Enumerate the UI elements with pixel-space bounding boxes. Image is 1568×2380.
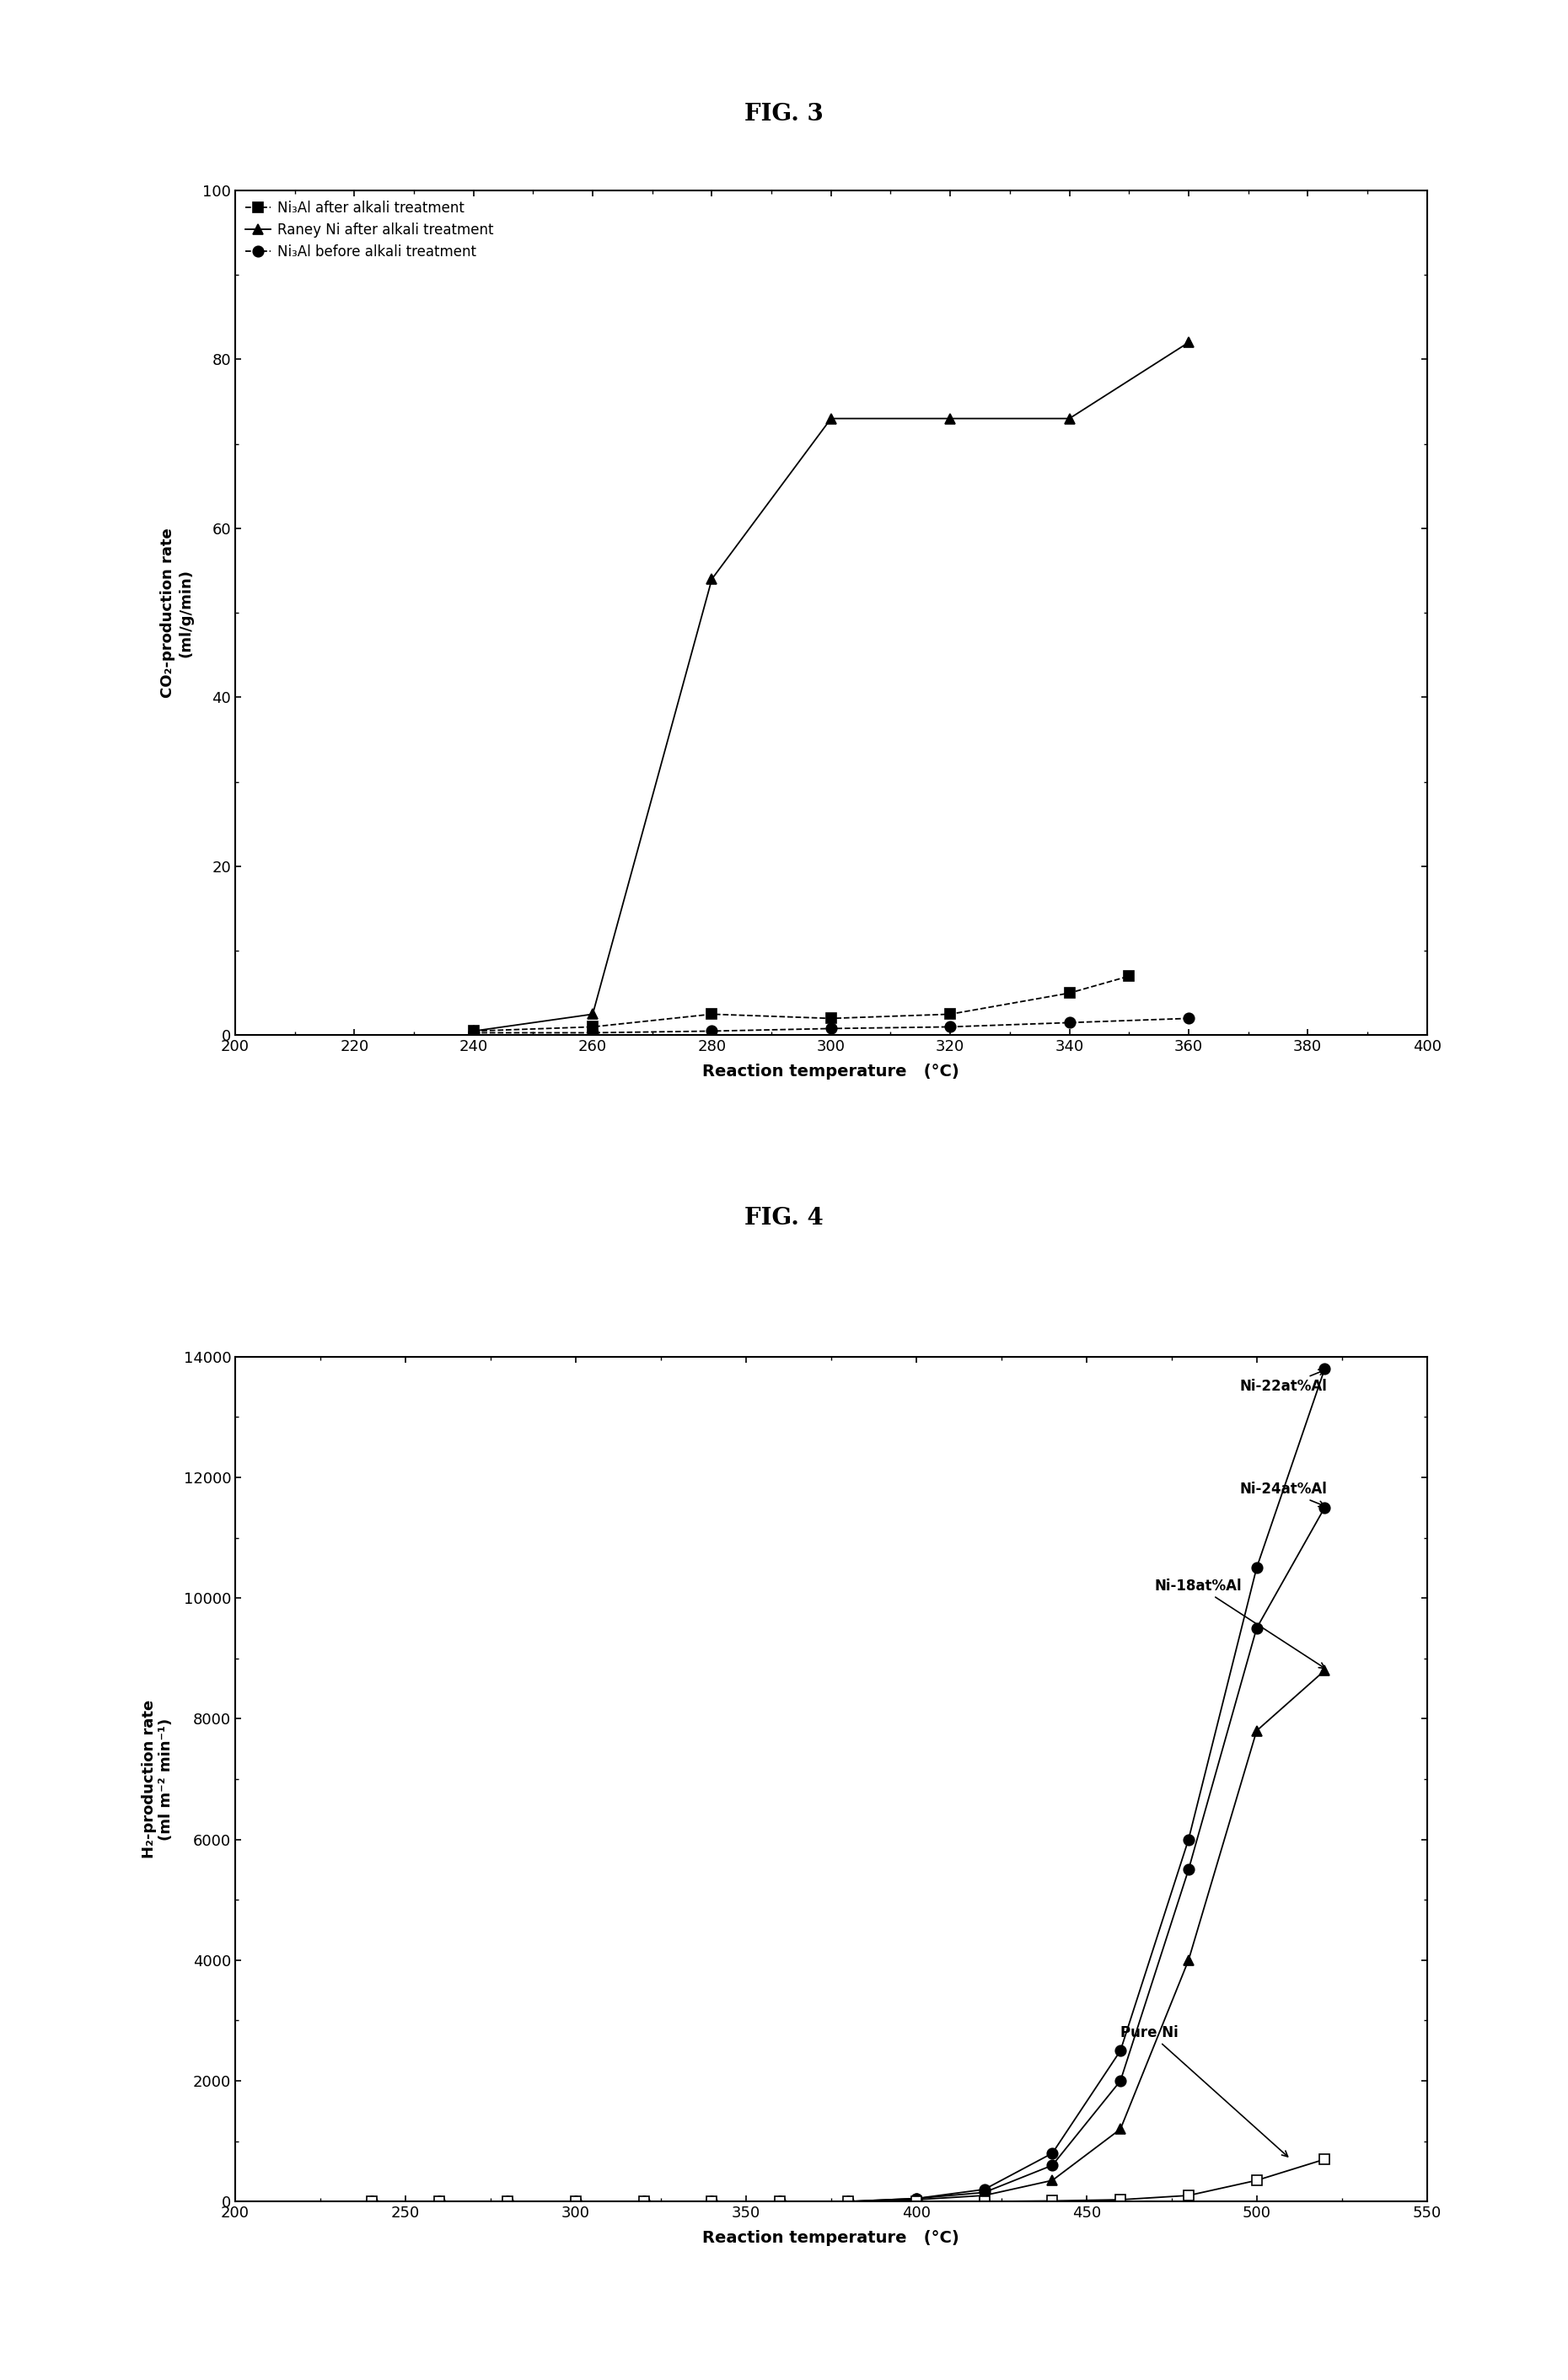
Ni₃Al before alkali treatment [941,1012,960,1040]
Ni₃Al before alkali treatment [822,1014,840,1042]
Text: Ni-18at%Al: Ni-18at%Al [1154,1578,1325,1668]
Raney Ni after alkali treatment [941,405,960,433]
Raney Ni after alkali treatment [1060,405,1079,433]
Text: FIG. 3: FIG. 3 [745,102,823,126]
Ni₃Al after alkali treatment [1060,978,1079,1007]
Text: FIG. 4: FIG. 4 [745,1207,823,1230]
Ni₃Al before alkali treatment [702,1016,721,1045]
Ni₃Al before alkali treatment [583,1019,602,1047]
Text: Ni-24at%Al: Ni-24at%Al [1240,1483,1327,1507]
Line: Raney Ni after alkali treatment: Raney Ni after alkali treatment [469,338,1193,1035]
Ni₃Al before alkali treatment [1179,1004,1198,1033]
Legend: Ni₃Al after alkali treatment, Raney Ni after alkali treatment, Ni₃Al before alka: Ni₃Al after alkali treatment, Raney Ni a… [241,198,497,262]
Ni₃Al before alkali treatment [464,1019,483,1047]
Y-axis label: H₂-production rate
(ml m⁻² min⁻¹): H₂-production rate (ml m⁻² min⁻¹) [141,1699,174,1859]
Raney Ni after alkali treatment [1179,328,1198,357]
Line: Ni₃Al after alkali treatment: Ni₃Al after alkali treatment [469,971,1134,1035]
Text: Ni-22at%Al: Ni-22at%Al [1240,1368,1327,1395]
Raney Ni after alkali treatment [702,564,721,593]
Text: Pure Ni: Pure Ni [1121,2025,1287,2156]
Y-axis label: CO₂-production rate
(ml/g/min): CO₂-production rate (ml/g/min) [160,528,193,697]
Ni₃Al after alkali treatment [822,1004,840,1033]
Ni₃Al after alkali treatment [464,1016,483,1045]
Ni₃Al after alkali treatment [941,1000,960,1028]
Raney Ni after alkali treatment [464,1016,483,1045]
Raney Ni after alkali treatment [583,1000,602,1028]
Ni₃Al before alkali treatment [1060,1009,1079,1038]
X-axis label: Reaction temperature   (°C): Reaction temperature (°C) [702,2230,960,2247]
X-axis label: Reaction temperature   (°C): Reaction temperature (°C) [702,1064,960,1081]
Ni₃Al after alkali treatment [702,1000,721,1028]
Ni₃Al after alkali treatment [1120,962,1138,990]
Line: Ni₃Al before alkali treatment: Ni₃Al before alkali treatment [469,1014,1193,1038]
Raney Ni after alkali treatment [822,405,840,433]
Ni₃Al after alkali treatment [583,1012,602,1040]
